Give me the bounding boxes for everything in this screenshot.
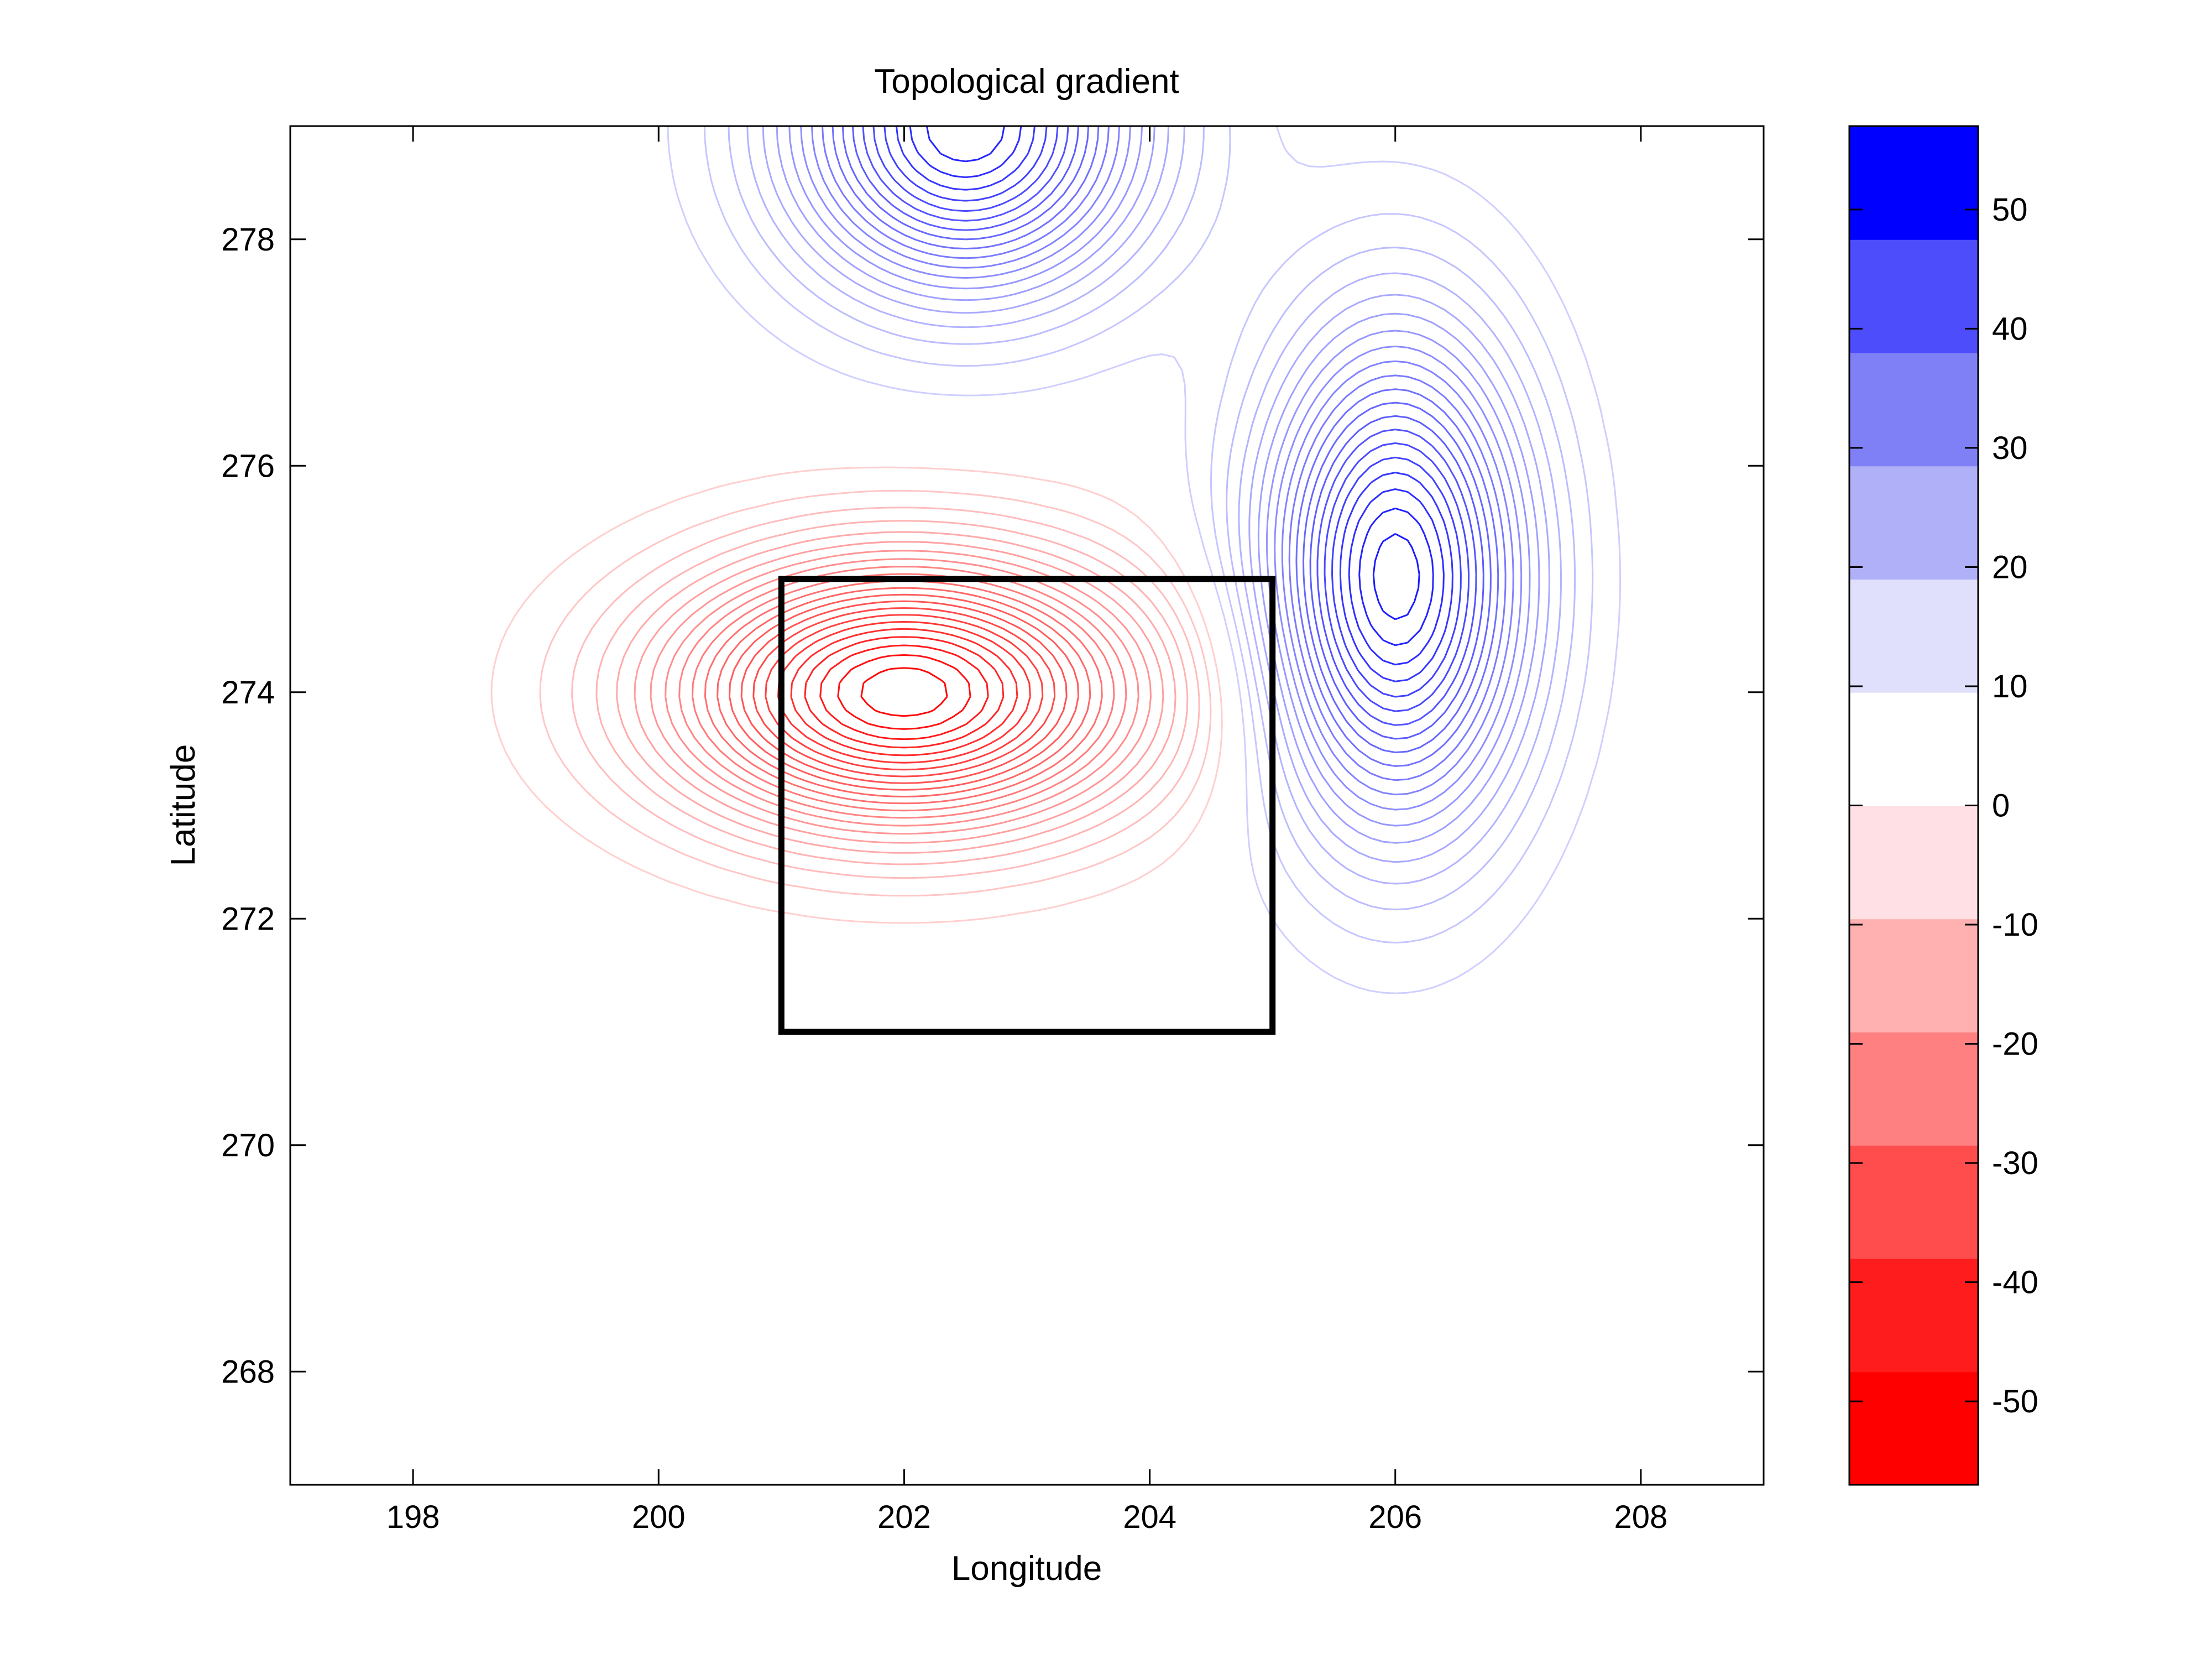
contour-level-32	[832, 126, 1499, 767]
contour-level-18	[595, 520, 1189, 865]
colorbar-tick-label-5: 0	[1992, 788, 2010, 824]
colorbar-band-8	[1849, 466, 1978, 580]
contour-level-11	[704, 580, 1103, 805]
contour-level-30	[811, 126, 1514, 796]
y-tick-label-2: 272	[221, 901, 275, 937]
colorbar-tick-label-1: -40	[1992, 1265, 2038, 1301]
x-tick-label-3: 204	[1123, 1499, 1176, 1535]
contour-level-35	[862, 126, 1477, 726]
contour-level-21	[490, 466, 1223, 924]
y-axis-label: Latitude	[164, 744, 202, 867]
contour-level-28	[788, 126, 1531, 827]
contour-level-6	[765, 614, 1044, 771]
x-tick-label-0: 198	[386, 1499, 440, 1535]
contour-level-20	[539, 489, 1212, 897]
colorbar-tick-label-10: 50	[1992, 192, 2028, 228]
colorbar-tick-label-6: 10	[1992, 669, 2028, 705]
colorbar-band-0	[1849, 1371, 1978, 1485]
colorbar-tick-label-9: 40	[1992, 311, 2028, 347]
contour-level-19	[571, 507, 1200, 879]
contour-level-0	[860, 667, 948, 717]
x-axis-label: Longitude	[951, 1550, 1102, 1588]
contour-level-39	[909, 126, 1445, 666]
contour-level-33	[841, 126, 1492, 754]
colorbar-band-11	[1849, 126, 1978, 240]
x-tick-label-1: 200	[632, 1499, 686, 1535]
contour-level-2	[819, 644, 989, 740]
contour-level-34	[851, 126, 1484, 740]
contour-level-13	[678, 566, 1127, 819]
colorbar	[1849, 126, 1978, 1485]
colorbar-band-5	[1849, 805, 1978, 920]
contour-level-16	[634, 541, 1164, 844]
contour-level-40	[925, 126, 1434, 646]
y-tick-label-3: 274	[221, 675, 275, 711]
x-tick-label-2: 202	[877, 1499, 931, 1535]
y-tick-label-4: 276	[221, 448, 275, 484]
x-axis: 198 200 202 204 206 208	[386, 126, 1668, 1535]
colorbar-band-2	[1849, 1145, 1978, 1259]
colorbar-tick-label-7: 20	[1992, 549, 2028, 585]
colorbar-tick-label-0: -50	[1992, 1384, 2038, 1420]
colorbar-band-3	[1849, 1032, 1978, 1146]
colorbar-tick-label-4: -10	[1992, 907, 2038, 943]
contour-level-17	[616, 531, 1176, 854]
contour-level-36	[872, 126, 1470, 712]
x-tick-label-4: 206	[1368, 1499, 1422, 1535]
colorbar-tick-label-2: -30	[1992, 1145, 2038, 1181]
contour-level-12	[692, 573, 1115, 812]
plot-frame	[289, 125, 1765, 1486]
colorbar-tick-label-3: -20	[1992, 1026, 2038, 1062]
contour-level-9	[729, 593, 1079, 791]
colorbar-band-7	[1849, 579, 1978, 693]
colorbar-band-1	[1849, 1258, 1978, 1373]
x-tick-label-5: 208	[1614, 1499, 1668, 1535]
contour-level-29	[800, 126, 1523, 811]
y-axis: 268 270 272 274 276 278	[221, 222, 1764, 1390]
contour-level-37	[883, 126, 1462, 698]
contour-level-3	[804, 636, 1005, 749]
contour-level-24	[728, 126, 1576, 911]
y-tick-label-1: 270	[221, 1128, 275, 1164]
contour-level-1	[837, 654, 971, 730]
colorbar-band-4	[1849, 919, 1978, 1032]
chart-title: Topological gradient	[874, 62, 1179, 101]
y-tick-label-0: 268	[221, 1354, 275, 1390]
contour-level-7	[752, 607, 1056, 778]
contour-level-26	[762, 126, 1550, 863]
contour-level-38	[895, 126, 1453, 682]
contour-level-22	[667, 126, 1622, 994]
y-tick-label-5: 278	[221, 222, 275, 258]
contour-level-10	[717, 587, 1091, 797]
contour-level-27	[776, 126, 1540, 844]
contour-level-41	[1372, 533, 1420, 620]
colorbar-band-10	[1849, 239, 1978, 353]
colorbar-band-6	[1849, 692, 1978, 806]
colorbar-ticks: -50 -40 -30 -20 -10 0 10 20 30 40 50	[1849, 192, 2038, 1420]
colorbar-tick-label-8: 30	[1992, 430, 2028, 466]
contour-level-31	[822, 126, 1507, 781]
highlight-box	[778, 576, 1276, 1035]
colorbar-frame	[1848, 125, 1979, 1486]
contour-level-4	[790, 628, 1018, 757]
colorbar-band-9	[1849, 352, 1978, 467]
contour-lines	[490, 126, 1622, 994]
